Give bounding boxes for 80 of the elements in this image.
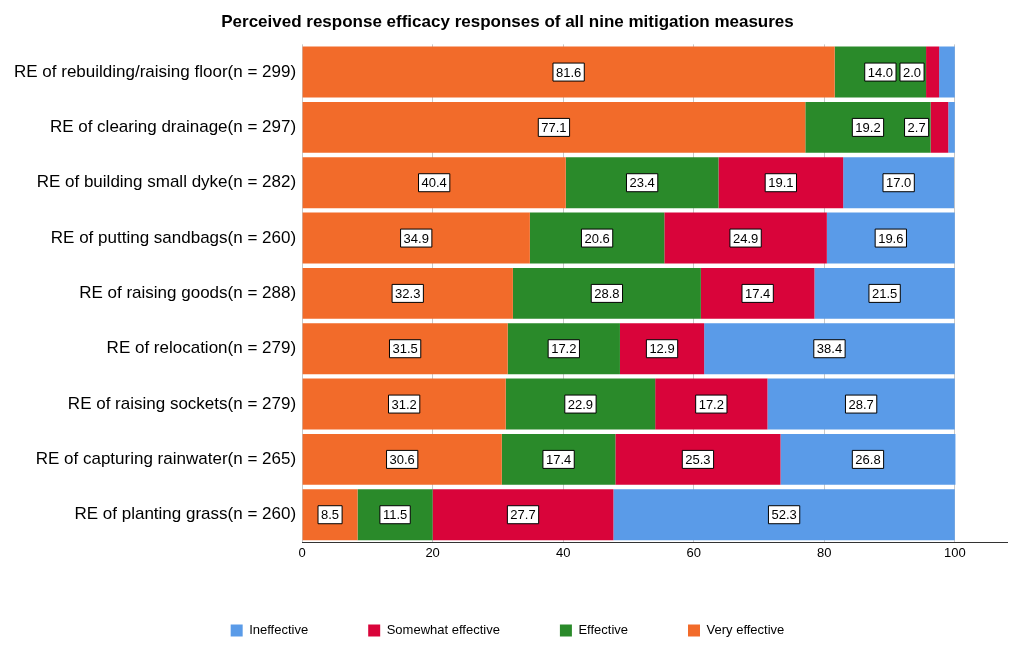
data-label: 17.4 — [545, 451, 572, 467]
x-tick-label: 20 — [425, 544, 440, 560]
data-label: 81.6 — [555, 64, 582, 80]
bar — [302, 46, 835, 98]
y-tick-label: RE of putting sandbags(n = 260) — [50, 227, 297, 247]
y-tick-label: RE of relocation(n = 279) — [106, 338, 297, 358]
bar — [615, 433, 781, 485]
data-label: 31.2 — [391, 396, 417, 412]
data-label: 17.4 — [745, 285, 771, 301]
bar — [302, 157, 566, 209]
bar — [704, 323, 955, 375]
bar — [939, 46, 955, 98]
bar — [302, 101, 806, 153]
data-label: 77.1 — [541, 119, 567, 135]
x-tick-label: 80 — [817, 544, 832, 560]
x-tick-label: 100 — [943, 544, 966, 560]
bar — [302, 323, 508, 375]
legend-label: Ineffective — [249, 622, 309, 638]
bar — [926, 46, 940, 98]
legend-label: Somewhat effective — [386, 622, 500, 638]
data-label: 28.7 — [848, 396, 874, 412]
bar — [826, 212, 955, 264]
data-label: 27.7 — [510, 507, 536, 523]
legend-label: Very effective — [706, 622, 785, 638]
data-label: 2.0 — [902, 64, 922, 80]
bar — [767, 378, 955, 430]
bar — [948, 101, 955, 153]
data-label: 8.5 — [321, 507, 340, 523]
y-tick-label: RE of planting grass(n = 260) — [74, 504, 297, 524]
data-label: 52.3 — [771, 507, 797, 523]
data-label: 31.5 — [392, 341, 418, 357]
data-label: 23.4 — [629, 175, 655, 191]
data-label: 30.6 — [389, 451, 415, 467]
bar — [718, 157, 844, 209]
y-tick-label: RE of clearing drainage(n = 297) — [49, 117, 297, 137]
data-label: 19.2 — [855, 119, 881, 135]
bar — [432, 489, 614, 541]
data-label: 14.0 — [867, 64, 894, 80]
x-tick-label: 0 — [298, 544, 306, 560]
data-label: 2.7 — [907, 119, 926, 135]
data-label: 40.4 — [421, 175, 447, 191]
bar — [565, 157, 719, 209]
data-label: 26.8 — [855, 451, 881, 467]
data-label: 28.8 — [594, 285, 620, 301]
legend-label: Effective — [578, 622, 629, 638]
data-label: 38.4 — [816, 341, 843, 357]
bar — [512, 267, 701, 319]
x-tick-label: 40 — [555, 544, 571, 560]
chart-title: Perceived response efficacy responses of all nine mitigation measures — [221, 11, 794, 31]
data-label: 17.2 — [551, 341, 577, 357]
y-tick-label: RE of building small dyke(n = 282) — [36, 172, 297, 192]
bar — [780, 433, 956, 485]
x-tick-label: 60 — [686, 544, 701, 560]
data-label: 12.9 — [649, 341, 675, 357]
bar — [529, 212, 665, 264]
data-label: 11.5 — [382, 507, 408, 523]
data-label: 20.6 — [584, 230, 610, 246]
bar — [664, 212, 827, 264]
bar — [613, 489, 955, 541]
bar — [302, 433, 502, 485]
data-label: 24.9 — [732, 230, 759, 246]
data-label: 32.3 — [395, 285, 421, 301]
data-label: 34.9 — [403, 230, 429, 246]
data-label: 17.0 — [885, 175, 912, 191]
y-tick-label: RE of rebuilding/raising floor(n = 299) — [13, 61, 297, 81]
bar — [505, 378, 656, 430]
data-label: 19.1 — [768, 175, 794, 191]
data-label: 25.3 — [685, 451, 711, 467]
bar — [302, 378, 506, 430]
y-tick-label: RE of raising sockets(n = 279) — [67, 393, 297, 413]
bar — [930, 101, 949, 153]
data-label: 22.9 — [567, 396, 594, 412]
y-tick-label: RE of capturing rainwater(n = 265) — [35, 449, 297, 469]
bar — [302, 267, 513, 319]
bar — [302, 212, 530, 264]
data-label: 21.5 — [871, 285, 898, 301]
data-label: 17.2 — [698, 396, 724, 412]
data-label: 19.6 — [878, 230, 904, 246]
y-tick-label: RE of raising goods(n = 288) — [79, 283, 297, 303]
bar — [814, 267, 955, 319]
